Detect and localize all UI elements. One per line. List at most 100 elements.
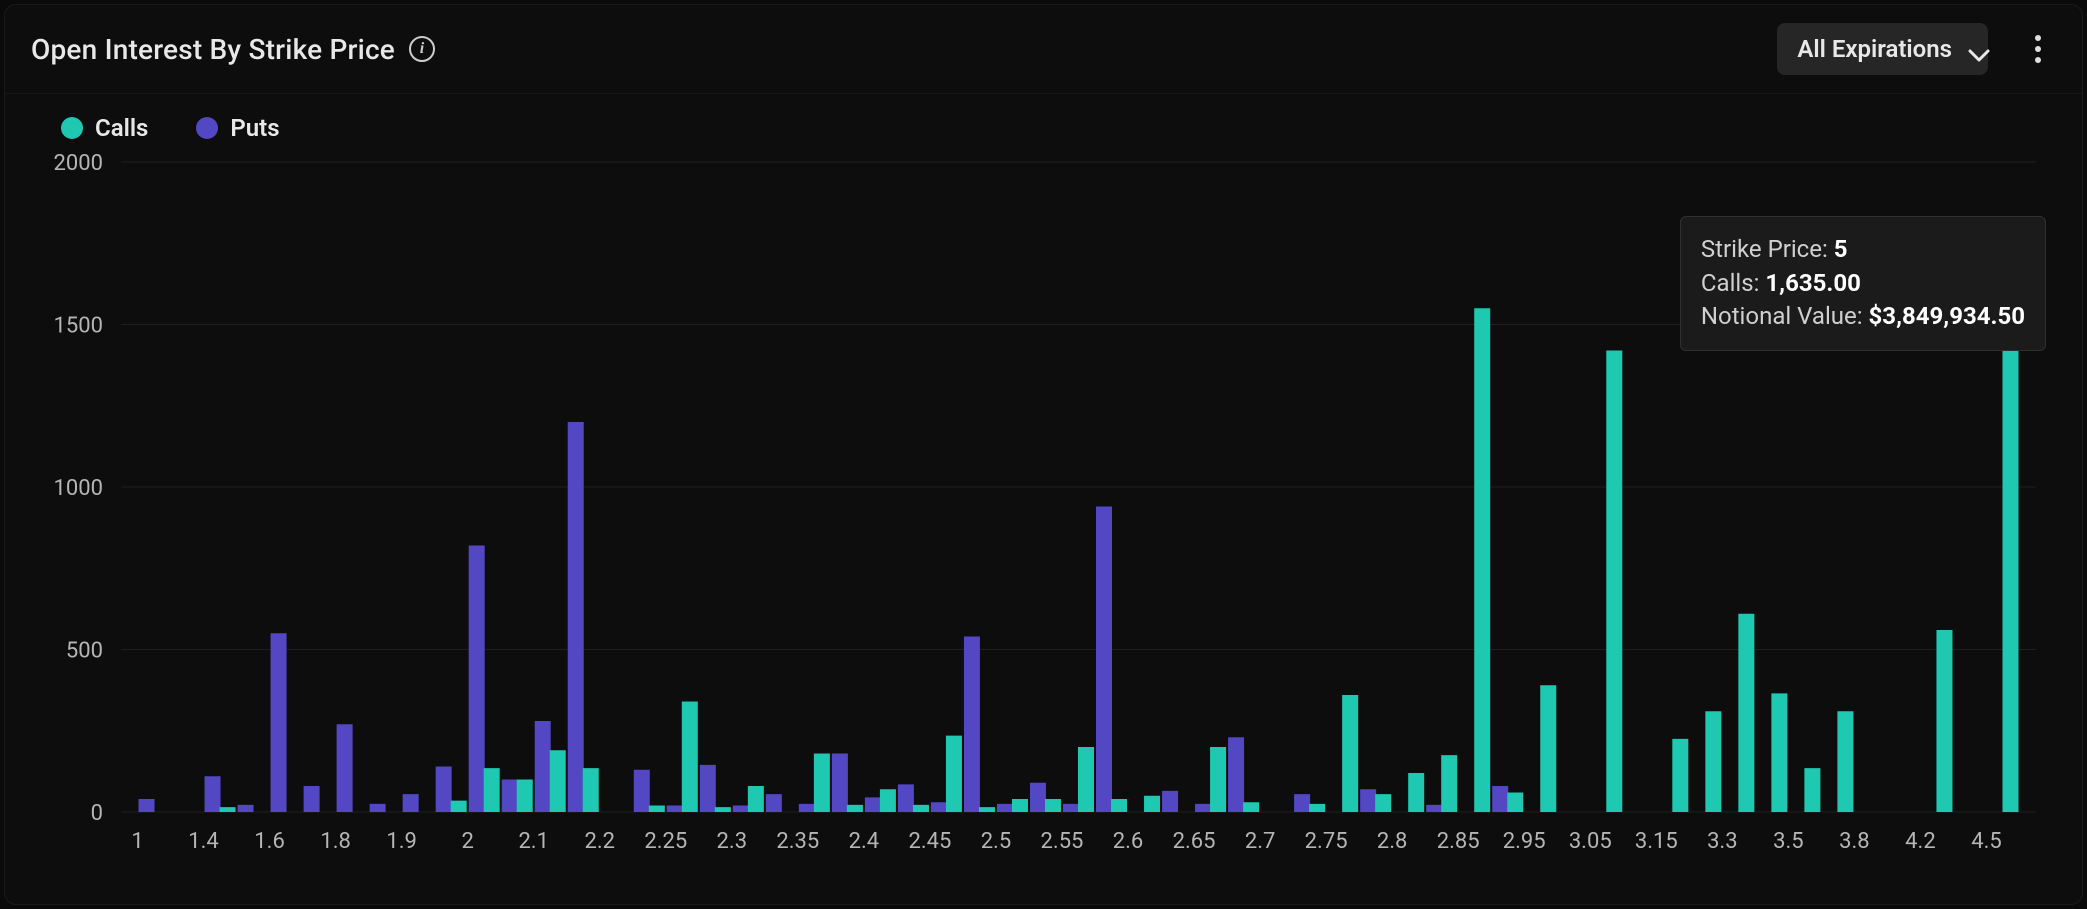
bar-puts[interactable] xyxy=(1030,783,1046,812)
bar-puts[interactable] xyxy=(1360,789,1376,812)
bar-calls[interactable] xyxy=(979,807,995,812)
bar-calls[interactable] xyxy=(517,780,533,813)
chart-plot[interactable]: 050010001500200011.41.61.81.922.12.22.25… xyxy=(31,152,2056,872)
bar-calls[interactable] xyxy=(715,807,731,812)
bar-calls[interactable] xyxy=(1408,773,1424,812)
bar-calls[interactable] xyxy=(1936,630,1952,812)
svg-text:3.5: 3.5 xyxy=(1773,829,1804,854)
bar-calls[interactable] xyxy=(484,768,500,812)
bar-calls[interactable] xyxy=(1507,793,1523,813)
bar-calls[interactable] xyxy=(1738,614,1754,812)
bar-puts[interactable] xyxy=(1294,794,1310,812)
bar-puts[interactable] xyxy=(304,786,320,812)
bar-calls[interactable] xyxy=(847,805,863,812)
bar-calls[interactable] xyxy=(1078,747,1094,812)
tooltip-notional-label: Notional Value: xyxy=(1701,302,1869,330)
tooltip-calls-label: Calls: xyxy=(1701,269,1766,297)
bar-puts[interactable] xyxy=(733,806,749,813)
svg-text:3.3: 3.3 xyxy=(1707,829,1738,854)
bar-puts[interactable] xyxy=(1228,737,1244,812)
bar-puts[interactable] xyxy=(931,802,947,812)
bar-puts[interactable] xyxy=(865,797,881,812)
bar-calls[interactable] xyxy=(880,789,896,812)
bar-puts[interactable] xyxy=(832,754,848,813)
bar-puts[interactable] xyxy=(964,637,980,813)
svg-text:1.6: 1.6 xyxy=(254,829,285,854)
dropdown-label: All Expirations xyxy=(1797,35,1952,63)
bar-calls[interactable] xyxy=(1012,799,1028,812)
card-header: Open Interest By Strike Price i All Expi… xyxy=(5,5,2082,94)
bar-calls[interactable] xyxy=(1144,796,1160,812)
bar-calls[interactable] xyxy=(1606,351,1622,813)
bar-puts[interactable] xyxy=(799,804,815,812)
svg-text:0: 0 xyxy=(91,801,103,826)
legend-item-puts[interactable]: Puts xyxy=(196,114,279,142)
tooltip-strike-label: Strike Price: xyxy=(1701,235,1834,263)
svg-text:3.15: 3.15 xyxy=(1635,829,1678,854)
bar-calls[interactable] xyxy=(913,805,929,812)
bar-calls[interactable] xyxy=(1804,768,1820,812)
bar-calls[interactable] xyxy=(1705,711,1721,812)
bar-calls[interactable] xyxy=(946,736,962,812)
bar-puts[interactable] xyxy=(139,799,155,812)
bar-puts[interactable] xyxy=(436,767,452,813)
more-menu-icon[interactable] xyxy=(2020,31,2056,67)
bar-puts[interactable] xyxy=(370,804,386,812)
bar-calls[interactable] xyxy=(682,702,698,813)
bar-puts[interactable] xyxy=(535,721,551,812)
bar-calls[interactable] xyxy=(1342,695,1358,812)
svg-text:2.25: 2.25 xyxy=(644,829,687,854)
bar-calls[interactable] xyxy=(220,807,236,812)
bar-calls[interactable] xyxy=(1111,799,1127,812)
svg-text:500: 500 xyxy=(66,639,103,664)
bar-calls[interactable] xyxy=(1837,711,1853,812)
bar-calls[interactable] xyxy=(1309,804,1325,812)
bar-puts[interactable] xyxy=(1162,791,1178,812)
bar-calls[interactable] xyxy=(1474,308,1490,812)
svg-text:2.4: 2.4 xyxy=(849,829,880,854)
bar-puts[interactable] xyxy=(1492,786,1508,812)
bar-calls[interactable] xyxy=(1375,794,1391,812)
bar-calls[interactable] xyxy=(814,754,830,813)
bar-puts[interactable] xyxy=(667,806,683,813)
bar-puts[interactable] xyxy=(403,794,419,812)
bar-calls[interactable] xyxy=(1441,755,1457,812)
bar-calls[interactable] xyxy=(1243,802,1259,812)
svg-text:3.8: 3.8 xyxy=(1839,829,1870,854)
bar-puts[interactable] xyxy=(700,765,716,812)
bar-puts[interactable] xyxy=(205,776,221,812)
bar-puts[interactable] xyxy=(997,804,1013,812)
bar-calls[interactable] xyxy=(1210,747,1226,812)
bar-calls[interactable] xyxy=(451,801,467,812)
expiration-dropdown[interactable]: All Expirations xyxy=(1777,23,1988,75)
svg-text:2.45: 2.45 xyxy=(908,829,951,854)
bar-puts[interactable] xyxy=(898,784,914,812)
legend-item-calls[interactable]: Calls xyxy=(61,114,148,142)
bar-calls[interactable] xyxy=(550,750,566,812)
bar-puts[interactable] xyxy=(238,805,254,812)
bar-puts[interactable] xyxy=(271,633,287,812)
svg-text:2000: 2000 xyxy=(54,152,103,176)
svg-text:3.05: 3.05 xyxy=(1569,829,1612,854)
svg-text:2.8: 2.8 xyxy=(1377,829,1408,854)
bar-calls[interactable] xyxy=(1672,739,1688,812)
bar-calls[interactable] xyxy=(748,786,764,812)
bar-calls[interactable] xyxy=(1045,799,1061,812)
bar-puts[interactable] xyxy=(1063,804,1079,812)
bar-puts[interactable] xyxy=(337,724,353,812)
bar-calls[interactable] xyxy=(649,806,665,813)
bar-calls[interactable] xyxy=(1771,693,1787,812)
bar-calls[interactable] xyxy=(2002,281,2018,812)
info-icon[interactable]: i xyxy=(409,36,435,62)
bar-puts[interactable] xyxy=(502,780,518,813)
bar-puts[interactable] xyxy=(1195,804,1211,812)
bar-calls[interactable] xyxy=(1540,685,1556,812)
bar-puts[interactable] xyxy=(1426,805,1442,812)
bar-puts[interactable] xyxy=(634,770,650,812)
bar-puts[interactable] xyxy=(568,422,584,812)
bar-puts[interactable] xyxy=(1096,507,1112,813)
bar-puts[interactable] xyxy=(766,794,782,812)
bar-puts[interactable] xyxy=(469,546,485,813)
bar-calls[interactable] xyxy=(583,768,599,812)
svg-text:2.3: 2.3 xyxy=(717,829,748,854)
